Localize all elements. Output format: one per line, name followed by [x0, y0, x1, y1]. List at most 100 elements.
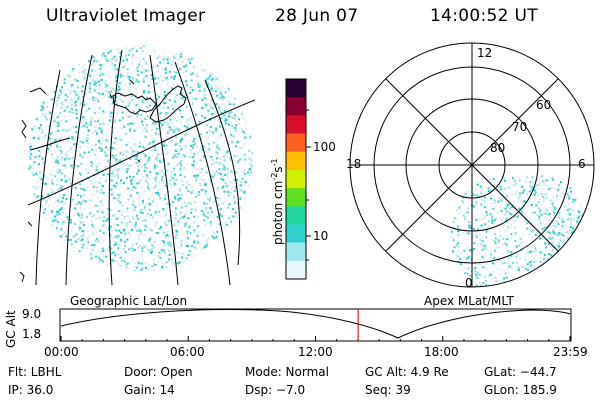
emission-speck	[164, 68, 167, 71]
emission-speck	[77, 203, 80, 206]
emission-speck	[561, 278, 563, 281]
emission-speck	[122, 210, 125, 213]
emission-speck	[244, 181, 247, 184]
emission-speck	[510, 285, 513, 287]
emission-speck	[65, 156, 68, 159]
emission-speck	[46, 201, 49, 204]
emission-speck	[188, 227, 191, 230]
emission-speck	[248, 185, 251, 187]
emission-speck	[114, 67, 117, 70]
emission-speck	[143, 126, 146, 129]
emission-speck	[214, 174, 217, 177]
emission-speck	[37, 202, 40, 205]
emission-speck	[536, 214, 539, 217]
emission-speck	[155, 184, 157, 187]
emission-speck	[495, 286, 498, 287]
emission-speck	[100, 92, 103, 95]
emission-speck	[485, 248, 488, 251]
emission-speck	[142, 172, 145, 174]
emission-speck	[197, 177, 200, 180]
emission-speck	[240, 184, 243, 187]
emission-speck	[491, 222, 494, 224]
emission-speck	[537, 233, 540, 236]
emission-speck	[66, 153, 69, 156]
emission-speck	[136, 172, 139, 175]
emission-speck	[138, 240, 141, 243]
emission-speck	[118, 210, 121, 213]
emission-speck	[120, 264, 123, 267]
emission-speck	[143, 90, 146, 92]
emission-speck	[161, 123, 164, 126]
emission-speck	[531, 265, 534, 268]
emission-speck	[500, 188, 503, 191]
emission-speck	[482, 266, 485, 269]
emission-speck	[519, 257, 522, 260]
emission-speck	[65, 167, 68, 169]
emission-speck	[50, 149, 53, 152]
emission-speck	[541, 254, 544, 257]
emission-speck	[124, 245, 126, 248]
geo-panel-label: Geographic Lat/Lon	[70, 294, 188, 308]
emission-speck	[583, 224, 586, 227]
emission-speck	[70, 106, 73, 109]
emission-speck	[530, 200, 533, 203]
emission-speck	[461, 196, 464, 199]
emission-speck	[567, 242, 570, 244]
emission-speck	[150, 214, 153, 217]
emission-speck	[531, 181, 534, 184]
emission-speck	[29, 165, 32, 168]
emission-speck	[90, 164, 93, 167]
emission-speck	[121, 100, 124, 103]
emission-speck	[197, 75, 199, 78]
emission-speck	[156, 171, 159, 174]
emission-speck	[236, 155, 239, 158]
emission-speck	[45, 159, 48, 162]
emission-speck	[143, 140, 146, 143]
emission-speck	[174, 56, 177, 59]
emission-speck	[189, 92, 192, 94]
emission-speck	[86, 247, 89, 250]
emission-speck	[131, 247, 134, 249]
emission-speck	[243, 190, 246, 193]
emission-speck	[141, 99, 144, 102]
emission-speck	[143, 163, 146, 166]
emission-speck	[111, 172, 114, 175]
emission-speck	[525, 294, 527, 296]
emission-speck	[223, 190, 226, 193]
emission-speck	[226, 180, 229, 182]
emission-speck	[137, 113, 140, 116]
emission-speck	[193, 164, 196, 167]
emission-speck	[68, 91, 71, 94]
emission-speck	[197, 97, 200, 100]
emission-speck	[164, 209, 167, 212]
emission-speck	[249, 162, 252, 165]
emission-speck	[532, 229, 535, 232]
emission-speck	[164, 71, 167, 74]
emission-speck	[517, 269, 520, 271]
emission-speck	[192, 66, 195, 68]
emission-speck	[156, 57, 159, 60]
emission-speck	[531, 297, 533, 299]
emission-speck	[135, 103, 138, 106]
emission-speck	[158, 153, 161, 156]
emission-speck	[122, 66, 125, 68]
emission-speck	[217, 147, 220, 150]
emission-speck	[151, 243, 154, 246]
emission-speck	[193, 200, 196, 203]
emission-speck	[472, 193, 475, 196]
emission-speck	[163, 215, 166, 218]
emission-speck	[507, 257, 510, 260]
emission-speck	[554, 270, 557, 273]
emission-speck	[63, 107, 66, 110]
emission-speck	[535, 249, 538, 252]
emission-speck	[100, 78, 103, 81]
emission-speck	[194, 243, 197, 246]
emission-speck	[136, 229, 139, 232]
emission-speck	[85, 109, 88, 112]
emission-speck	[469, 190, 472, 193]
emission-speck	[201, 119, 204, 122]
emission-speck	[546, 196, 549, 199]
emission-speck	[503, 177, 506, 180]
emission-speck	[561, 216, 564, 219]
emission-speck	[152, 123, 155, 126]
